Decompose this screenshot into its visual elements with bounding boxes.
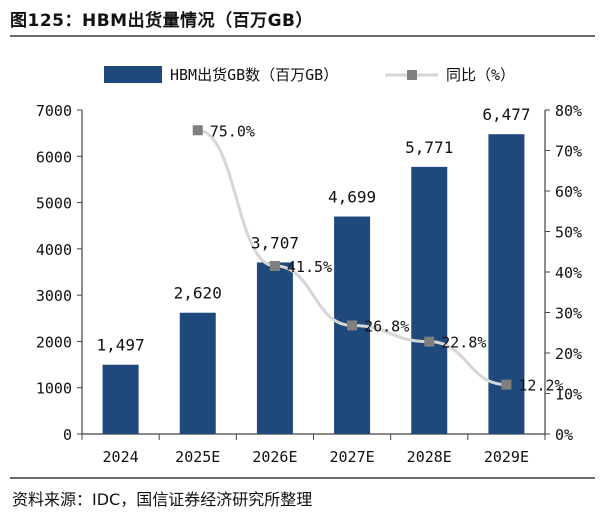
bar-value-label: 2,620 bbox=[174, 284, 222, 303]
left-y-tick-label: 4000 bbox=[36, 241, 72, 259]
right-y-tick-label: 50% bbox=[555, 224, 582, 242]
yoy-marker bbox=[192, 125, 203, 136]
bar-value-label: 5,771 bbox=[405, 138, 453, 157]
yoy-value-label: 22.8% bbox=[441, 334, 486, 352]
left-y-tick-label: 5000 bbox=[36, 195, 72, 213]
right-y-tick-label: 10% bbox=[555, 386, 582, 404]
left-y-tick-label: 2000 bbox=[36, 333, 72, 351]
right-y-tick-label: 60% bbox=[555, 183, 582, 201]
left-y-tick-label: 0 bbox=[63, 426, 72, 444]
yoy-line-series bbox=[192, 125, 512, 390]
source-note: 资料来源：IDC，国信证券经济研究所整理 bbox=[12, 490, 313, 509]
yoy-marker bbox=[269, 260, 280, 271]
right-y-tick-label: 30% bbox=[555, 305, 582, 323]
left-y-tick-label: 1000 bbox=[36, 380, 72, 398]
x-tick-label: 2028E bbox=[407, 448, 452, 466]
bar-value-label: 4,699 bbox=[328, 188, 376, 207]
yoy-value-label: 12.2% bbox=[518, 377, 563, 395]
bar bbox=[179, 312, 216, 434]
x-tick-label: 2024 bbox=[103, 448, 139, 466]
yoy-line bbox=[197, 128, 507, 387]
legend-line-label: 同比（%） bbox=[446, 66, 515, 84]
right-y-tick-label: 80% bbox=[555, 102, 582, 120]
legend: HBM出货GB数（百万GB） 同比（%） bbox=[104, 66, 515, 84]
yoy-marker bbox=[501, 379, 512, 390]
yoy-value-label: 41.5% bbox=[287, 258, 332, 276]
legend-bar-swatch bbox=[104, 66, 162, 83]
bar-value-label: 1,497 bbox=[96, 336, 144, 355]
right-y-tick-label: 70% bbox=[555, 143, 582, 161]
legend-line-marker bbox=[407, 70, 417, 80]
left-y-tick-label: 7000 bbox=[36, 102, 72, 120]
yoy-value-label: 75.0% bbox=[210, 122, 255, 140]
data-labels: 1,497 2,620 3,707 4,699 5,771 6,477 75.0% 41.5%… bbox=[96, 105, 563, 394]
footer-divider bbox=[10, 477, 595, 479]
chart-title: 图125：HBM出货量情况（百万GB） bbox=[10, 11, 313, 31]
bar bbox=[256, 262, 293, 434]
x-tick-label: 2027E bbox=[330, 448, 375, 466]
right-y-tick-label: 40% bbox=[555, 264, 582, 282]
x-tick-label: 2029E bbox=[484, 448, 529, 466]
yoy-marker bbox=[424, 336, 435, 347]
left-y-tick-label: 6000 bbox=[36, 148, 72, 166]
bar-series bbox=[102, 134, 525, 435]
right-y-tick-label: 0% bbox=[555, 426, 573, 444]
bar-value-label: 3,707 bbox=[251, 233, 299, 252]
x-tick-label: 2026E bbox=[252, 448, 297, 466]
left-y-tick-label: 3000 bbox=[36, 287, 72, 305]
x-tick-label: 2025E bbox=[175, 448, 220, 466]
right-y-tick-label: 20% bbox=[555, 345, 582, 363]
axes: 0 1000 2000 3000 4000 5000 6000 7000 0% 10% 20% 30%… bbox=[36, 102, 582, 466]
yoy-value-label: 26.8% bbox=[364, 317, 409, 335]
title-divider bbox=[10, 35, 595, 37]
bar bbox=[411, 166, 448, 435]
bar bbox=[102, 364, 139, 434]
bar-value-label: 6,477 bbox=[482, 105, 530, 124]
legend-bar-label: HBM出货GB数（百万GB） bbox=[170, 66, 338, 84]
yoy-marker bbox=[347, 320, 358, 331]
